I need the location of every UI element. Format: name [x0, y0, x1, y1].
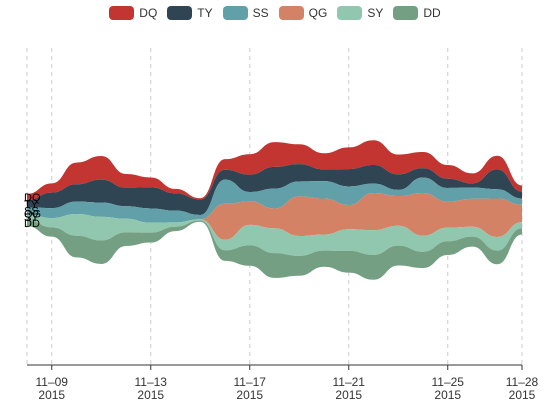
river-layer-dq[interactable] — [27, 140, 522, 201]
series-label-ty: TY — [24, 199, 39, 211]
grid-lines — [26, 48, 523, 365]
series-label-qg: QG — [24, 209, 41, 221]
series-label-dq: DQ — [24, 192, 41, 204]
x-tick-label: 11–17 — [234, 375, 267, 389]
legend-item-dd[interactable]: DD — [393, 3, 441, 23]
river-layer-sy[interactable] — [27, 213, 522, 256]
legend-label: DQ — [139, 6, 158, 20]
x-tick-label: 11–25 — [432, 375, 465, 389]
legend-item-ty[interactable]: TY — [167, 3, 213, 23]
river-layers — [27, 140, 522, 280]
x-tick-label: 11–09 — [36, 375, 69, 389]
legend-swatch — [278, 6, 304, 20]
series-label-dd: DD — [24, 218, 40, 230]
x-tick-label: 2015 — [38, 388, 65, 402]
river-layer-qg[interactable] — [27, 192, 522, 240]
x-tick-label: 11–28 — [506, 375, 539, 389]
x-tick-label: 11–13 — [135, 375, 168, 389]
x-tick-label: 2015 — [236, 388, 263, 402]
river-layer-ss[interactable] — [27, 177, 522, 223]
x-tick-label: 11–21 — [333, 375, 366, 389]
legend-label: TY — [197, 6, 213, 20]
legend-swatch — [109, 6, 135, 20]
legend-label: SS — [252, 6, 269, 20]
series-label-ss: SS — [24, 206, 39, 218]
legend-swatch — [222, 6, 248, 20]
legend-label: DD — [423, 6, 441, 20]
legend-swatch — [337, 6, 363, 20]
legend-label: SY — [367, 6, 384, 20]
legend-item-qg[interactable]: QG — [278, 3, 328, 23]
legend-item-ss[interactable]: SS — [222, 3, 269, 23]
series-label-sy: SY — [24, 212, 39, 224]
x-tick-label: 2015 — [509, 388, 536, 402]
river-layer-ty[interactable] — [27, 164, 522, 215]
x-tick-label: 2015 — [335, 388, 362, 402]
legend-item-dq[interactable]: DQ — [109, 3, 157, 23]
x-tick-label: 2015 — [434, 388, 461, 402]
legend-label: QG — [308, 6, 328, 20]
river-layer-dd[interactable] — [27, 219, 522, 280]
legend-swatch — [393, 6, 419, 20]
legend-item-sy[interactable]: SY — [337, 3, 383, 23]
x-axis: 11–09201511–13201511–17201511–21201511–2… — [27, 364, 539, 402]
chart-legend: DQ TY SS QG SY DD — [0, 3, 550, 23]
legend-swatch — [167, 6, 193, 20]
x-tick-label: 2015 — [137, 388, 164, 402]
